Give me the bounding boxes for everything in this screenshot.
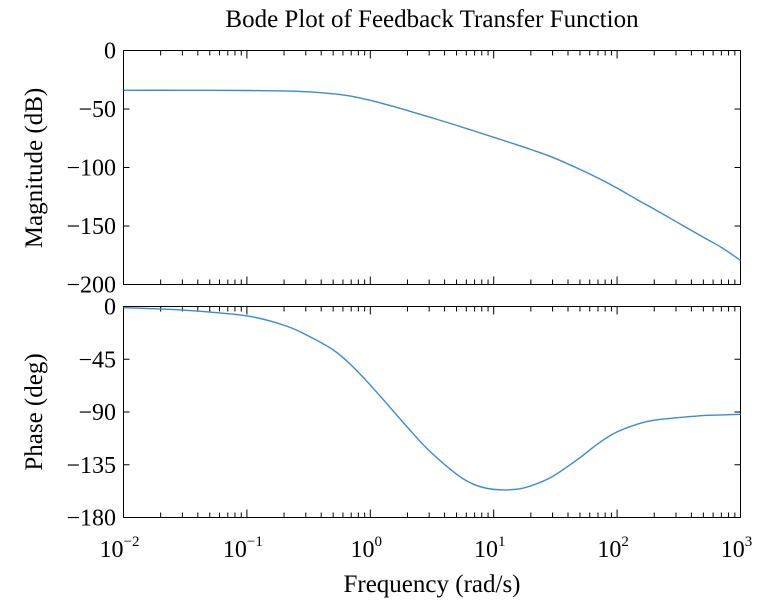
x-tick-label: 102 <box>597 534 629 563</box>
phase-plot-frame <box>123 306 741 518</box>
magnitude-y-tick-label: −200 <box>66 273 116 299</box>
phase-y-axis-label: Phase (deg) <box>21 353 48 470</box>
x-tick-label: 10−2 <box>100 534 140 563</box>
x-tick-label: 100 <box>351 534 383 563</box>
x-axis-label: Frequency (rad/s) <box>343 571 520 598</box>
chart-title: Bode Plot of Feedback Transfer Function <box>225 6 639 33</box>
magnitude-series-line <box>123 89 741 261</box>
magnitude-y-tick-label: −50 <box>78 97 116 123</box>
phase-axes: 0 −45 −90 −135 −180 Phase (deg) <box>21 295 741 532</box>
phase-y-tick-label: −135 <box>66 453 116 479</box>
phase-y-tick-label: 0 <box>104 295 116 321</box>
phase-y-tick-label: −180 <box>66 506 116 532</box>
magnitude-y-axis-label: Magnitude (dB) <box>21 88 48 248</box>
magnitude-axes: 0 −50 −100 −150 −200 Magnitude (dB) <box>21 39 741 299</box>
magnitude-y-tick-label: 0 <box>104 39 116 65</box>
x-tick-label: 103 <box>721 534 753 563</box>
phase-y-tick-label: −45 <box>78 347 116 373</box>
magnitude-plot-frame <box>123 50 741 285</box>
phase-y-tick-label: −90 <box>78 400 116 426</box>
x-tick-label: 10−1 <box>223 534 263 563</box>
x-tick-label: 101 <box>474 534 506 563</box>
magnitude-y-tick-label: −100 <box>66 156 116 182</box>
magnitude-y-tick-label: −150 <box>66 214 116 240</box>
phase-series-line <box>123 306 741 491</box>
